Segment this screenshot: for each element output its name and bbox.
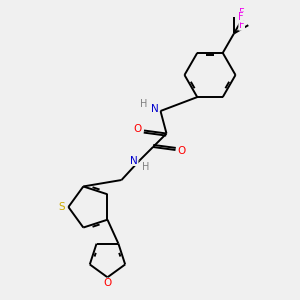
Text: N: N xyxy=(151,104,159,115)
Text: F: F xyxy=(239,8,245,17)
Text: S: S xyxy=(58,202,65,212)
Text: F: F xyxy=(238,12,243,22)
Text: H: H xyxy=(142,161,150,172)
Text: H: H xyxy=(140,99,148,110)
Text: O: O xyxy=(177,146,186,157)
Text: O: O xyxy=(103,278,112,288)
Text: F: F xyxy=(239,20,244,30)
Text: N: N xyxy=(130,155,138,166)
Text: O: O xyxy=(134,124,142,134)
